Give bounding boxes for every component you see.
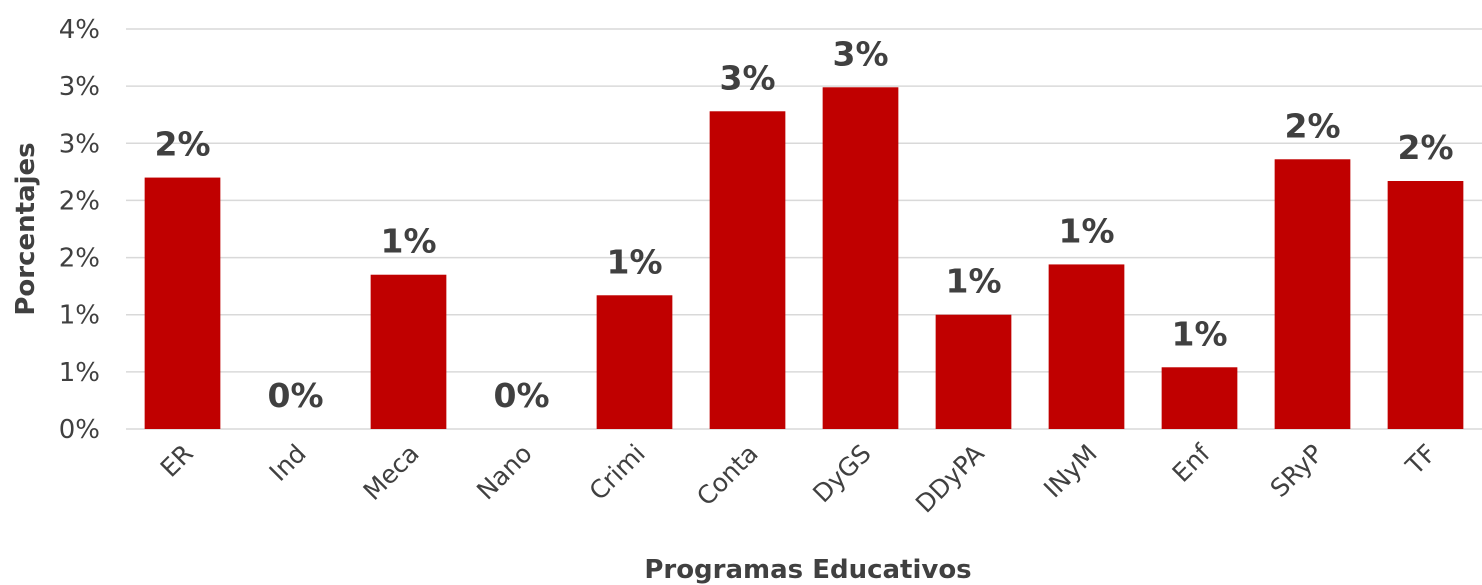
y-axis-ticks: 0% 1% 1% 2% 2% 3% 3% 4%: [59, 15, 100, 445]
x-tick-label-inym: INyM: [1038, 439, 1103, 504]
data-label-enf: 1%: [1171, 314, 1227, 353]
x-tick-label-crimi: Crimi: [584, 439, 651, 506]
data-label-inym: 1%: [1058, 211, 1114, 250]
bar-conta: [709, 111, 786, 430]
bar-er: [144, 177, 221, 429]
data-label-tf: 2%: [1397, 128, 1453, 167]
data-label-ddypa: 1%: [945, 262, 1001, 301]
data-labels: 2% 0% 1% 0% 1% 3% 3% 1% 1% 1% 2% 2%: [154, 34, 1453, 415]
data-label-ind: 0%: [267, 376, 323, 415]
y-tick-label: 2%: [59, 244, 100, 274]
x-tick-label-ddypa: DDyPA: [910, 439, 990, 519]
bar-dygs: [822, 87, 899, 430]
x-tick-label-meca: Meca: [358, 439, 425, 506]
y-tick-label: 0%: [59, 415, 100, 445]
data-label-meca: 1%: [380, 222, 436, 261]
bar-sryp: [1274, 159, 1351, 430]
bar-enf: [1161, 367, 1238, 429]
data-label-er: 2%: [154, 125, 210, 164]
gridlines: [126, 28, 1482, 430]
x-tick-label-sryp: SRyP: [1265, 439, 1329, 503]
x-tick-label-er: ER: [155, 439, 199, 483]
x-tick-label-conta: Conta: [691, 439, 764, 512]
y-tick-label: 4%: [59, 15, 100, 45]
bars: [144, 87, 1464, 430]
x-axis-ticks: ER Ind Meca Nano Crimi Conta DyGS DDyPA INyM Enf S…: [155, 438, 1442, 519]
data-label-conta: 3%: [719, 58, 775, 97]
x-tick-label-dygs: DyGS: [807, 439, 877, 509]
data-label-dygs: 3%: [832, 34, 888, 73]
y-tick-label: 1%: [59, 358, 100, 388]
y-tick-label: 2%: [59, 186, 100, 216]
x-axis-title: Programas Educativos: [644, 555, 971, 585]
x-tick-label-enf: Enf: [1167, 438, 1217, 488]
data-label-crimi: 1%: [606, 242, 662, 281]
bar-tf: [1387, 181, 1464, 429]
x-tick-label-ind: Ind: [264, 439, 312, 487]
bar-inym: [1048, 264, 1125, 429]
x-tick-label-tf: TF: [1400, 439, 1442, 481]
y-tick-label: 3%: [59, 72, 100, 102]
data-label-nano: 0%: [493, 376, 549, 415]
y-axis-title: Porcentajes: [11, 142, 41, 315]
bar-meca: [370, 274, 447, 429]
bar-ddypa: [935, 314, 1012, 429]
x-tick-label-nano: Nano: [471, 439, 538, 506]
y-tick-label: 3%: [59, 129, 100, 159]
data-label-sryp: 2%: [1284, 106, 1340, 145]
y-tick-label: 1%: [59, 301, 100, 331]
bar-crimi: [596, 295, 673, 429]
